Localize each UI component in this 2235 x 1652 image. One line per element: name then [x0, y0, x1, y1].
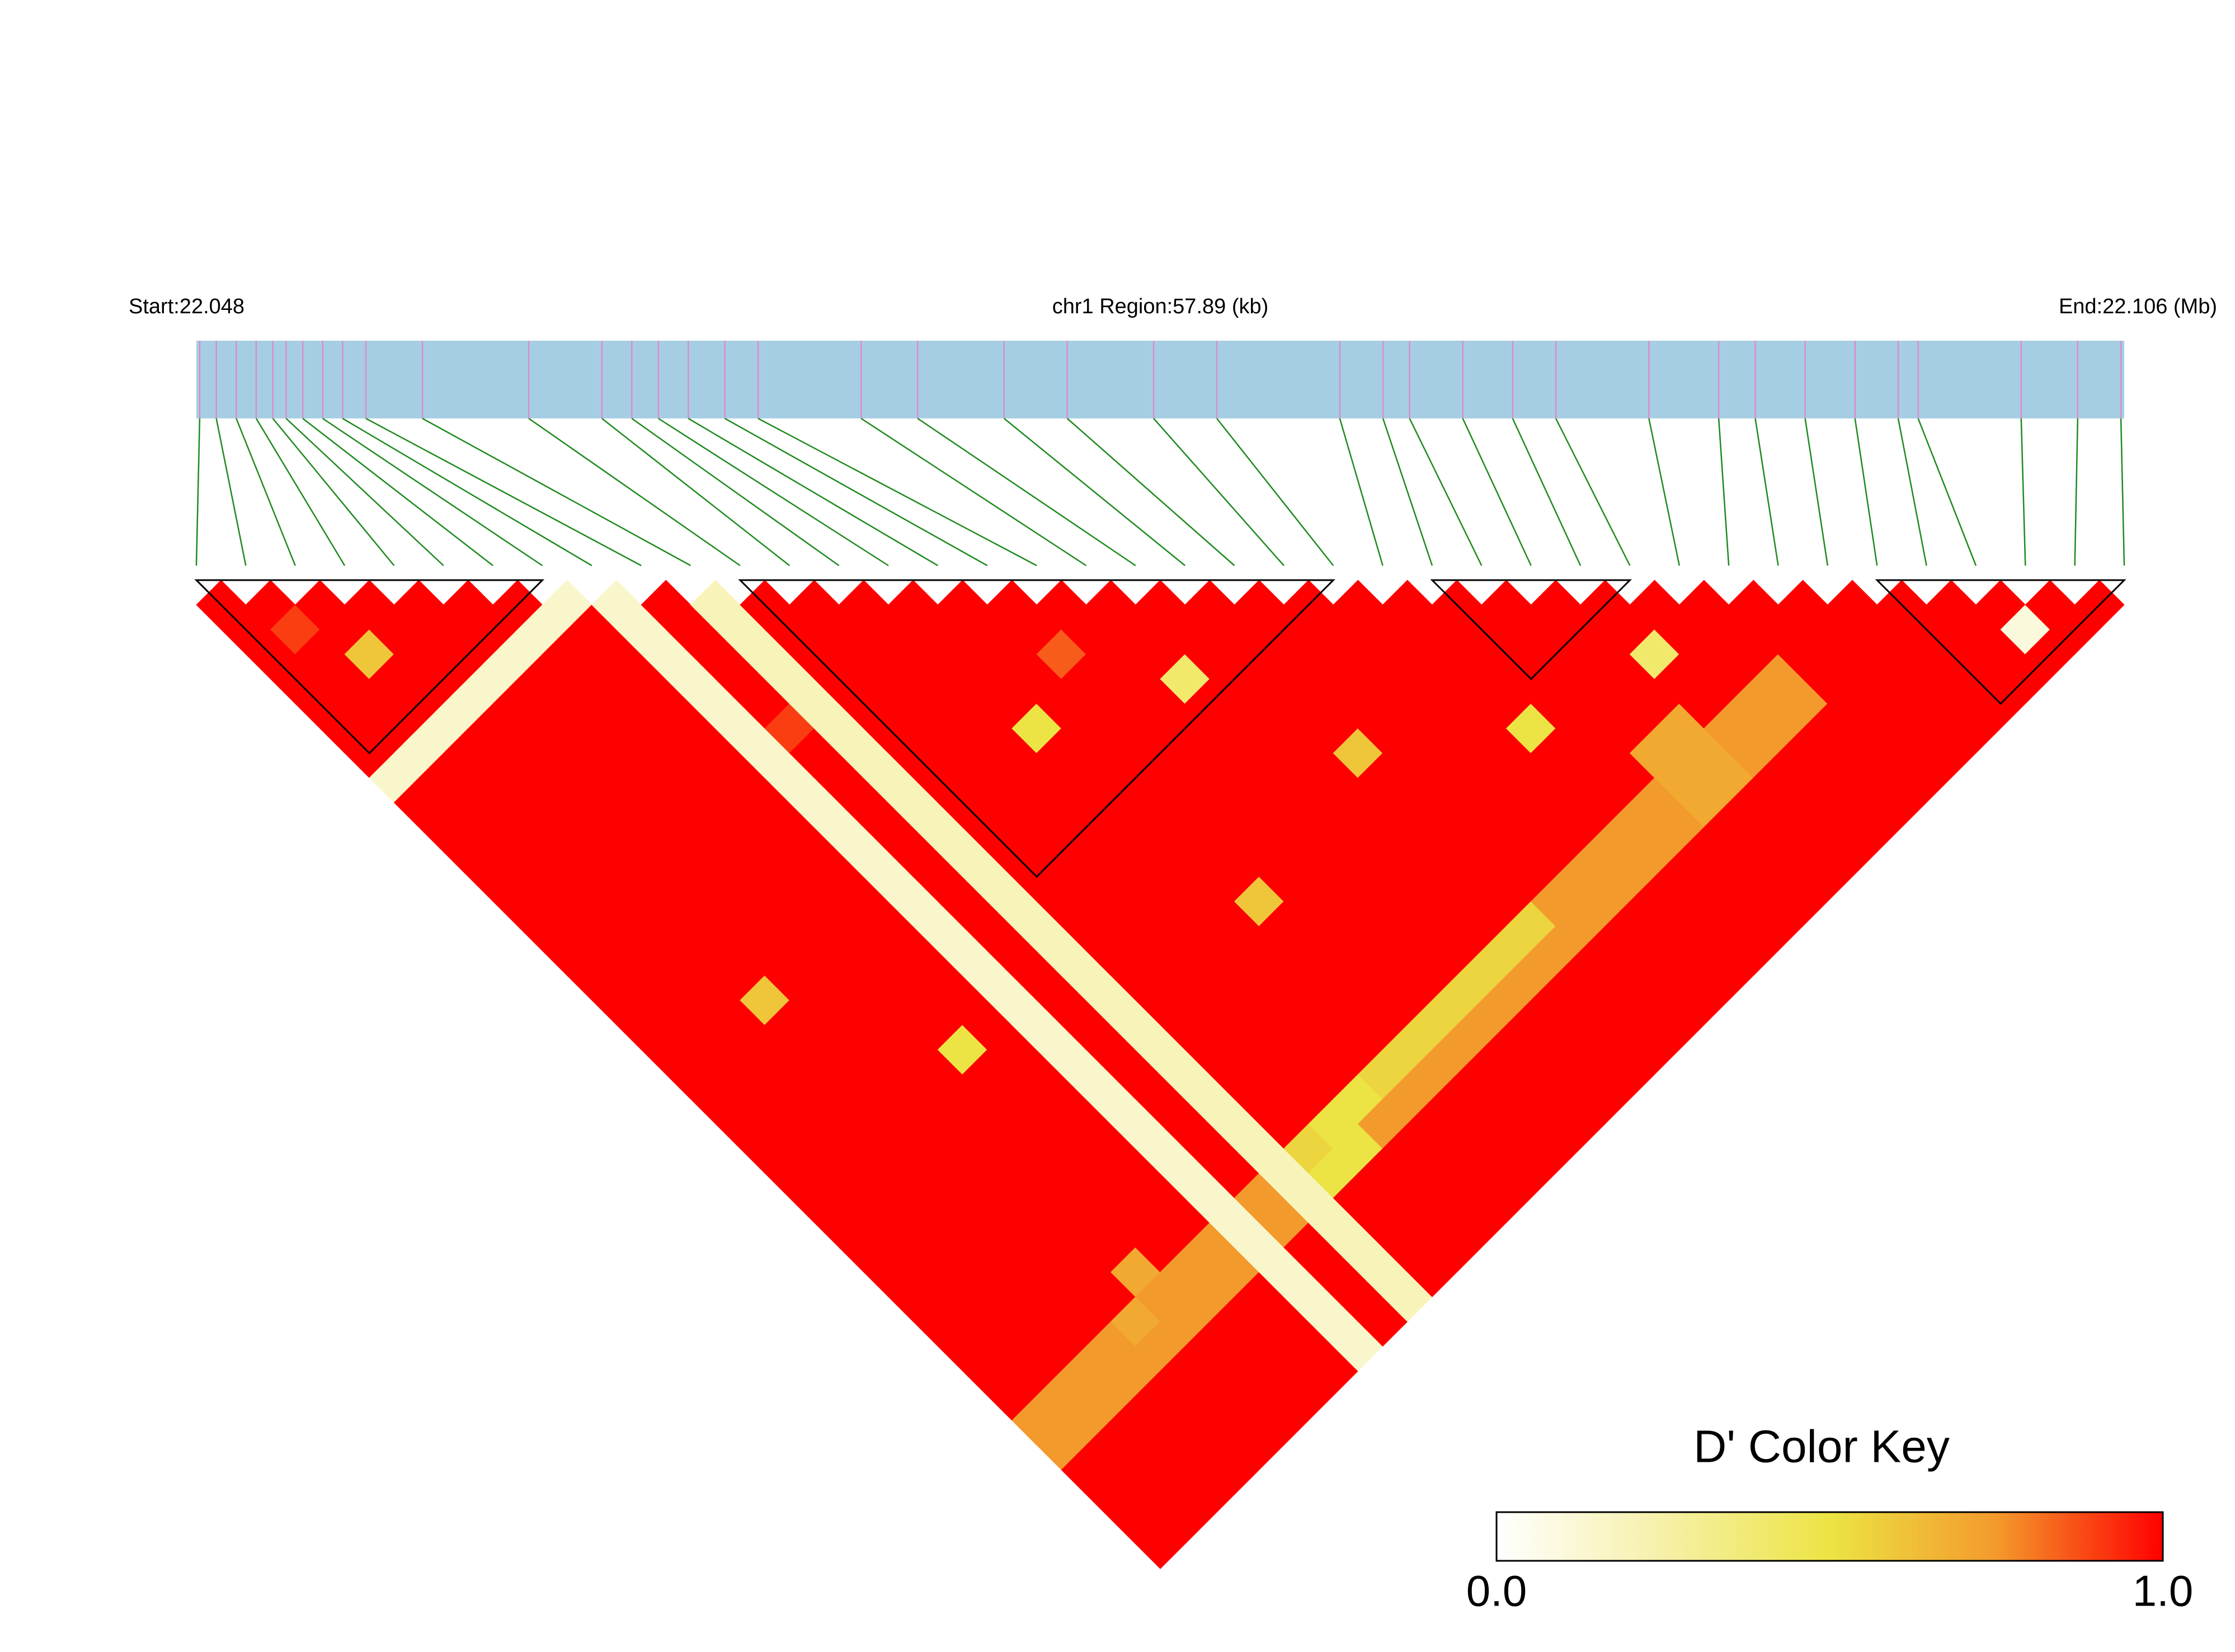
- snp-link: [860, 417, 1087, 567]
- snp-link: [2120, 418, 2125, 566]
- snp-link: [1409, 418, 1483, 566]
- snp-link: [322, 417, 543, 567]
- snp-link: [365, 417, 642, 567]
- ld-block: [1430, 579, 1632, 680]
- snp-link: [302, 418, 493, 566]
- snp-link: [757, 417, 1037, 567]
- snp-link: [2074, 418, 2079, 566]
- snp-link: [255, 418, 346, 566]
- snp-link: [1854, 418, 1878, 566]
- snp-link: [285, 418, 444, 566]
- snp-link: [1555, 418, 1631, 566]
- snp-link: [342, 417, 592, 567]
- snp-link: [1462, 418, 1532, 566]
- snp-link: [1339, 418, 1384, 566]
- snp-link: [272, 418, 395, 566]
- snp-link: [1754, 418, 1779, 566]
- end-label: End:22.106 (Mb): [2059, 295, 2217, 318]
- colorbar-tick-label: 0.0: [1466, 1566, 1527, 1616]
- snp-link: [658, 417, 889, 567]
- snp-link: [1648, 418, 1680, 566]
- colorbar-tick-label: 1.0: [2133, 1566, 2193, 1616]
- ld-block: [194, 579, 545, 755]
- ld-block: [1875, 579, 2126, 705]
- snp-link: [724, 417, 988, 567]
- heatmap: [196, 580, 2125, 1569]
- chart-title: chr1 Region:57.89 (kb): [1052, 295, 1269, 318]
- snp-link: [195, 418, 201, 566]
- snp-link: [1917, 418, 1977, 566]
- snp-link: [601, 418, 791, 566]
- snp-link: [1718, 418, 1730, 566]
- region-bar: [196, 341, 2124, 418]
- colorbar-title: D' Color Key: [1693, 1422, 1950, 1472]
- start-label: Start:22.048: [129, 295, 244, 318]
- snp-link: [236, 418, 296, 566]
- snp-link: [1897, 418, 1927, 566]
- snp-link: [1512, 418, 1582, 566]
- colorbar: [1495, 1511, 2164, 1562]
- snp-link: [688, 417, 939, 567]
- ld-block: [738, 579, 1335, 878]
- snp-link: [1153, 418, 1284, 566]
- snp-link: [917, 417, 1136, 567]
- snp-link: [2020, 418, 2026, 566]
- snp-link: [1216, 418, 1334, 566]
- snp-link: [1804, 418, 1829, 566]
- snp-link: [1382, 418, 1433, 566]
- snp-link: [1066, 418, 1235, 566]
- snp-link: [422, 417, 691, 567]
- snp-link: [215, 418, 247, 566]
- snp-link: [1003, 418, 1185, 566]
- snp-link: [528, 417, 741, 567]
- snp-link: [631, 417, 840, 567]
